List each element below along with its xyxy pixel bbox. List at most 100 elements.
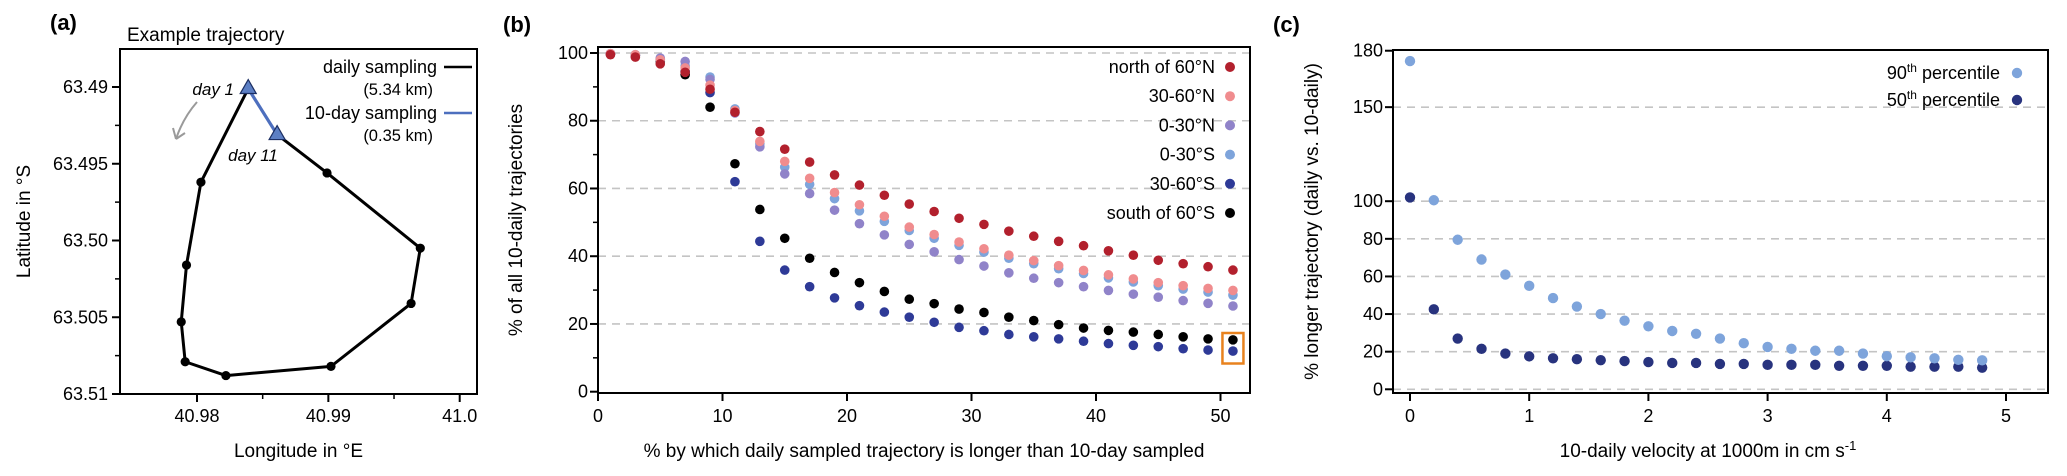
legend-label: 90th percentile: [1887, 61, 2000, 83]
panel-c-velocity-scatter-chart: 0 1 2 3 4 5 0 20 40 60 80 100 150 180 10-daily velocit…: [1302, 41, 2049, 462]
panel-c-ytick-label: 80: [1363, 229, 1383, 249]
legend-label: south of 60°S: [1107, 203, 1215, 223]
panel-b-xaxis-label: % by which daily sampled trajectory is l…: [644, 441, 1205, 462]
panel-c-xtick-label: 0: [1405, 406, 1415, 426]
panel-b-series-0-30-s: [605, 48, 1238, 300]
panel-c-plot-box: [1392, 49, 2049, 394]
panel-b-series-south-of-60-s: [605, 49, 1238, 345]
panel-a-example-trajectory-chart: Example trajectory 40.98 40.99 41.0 63.49 63.…: [14, 25, 478, 462]
legend-label: 0-30°S: [1160, 145, 1215, 165]
legend-label: daily sampling: [323, 57, 437, 77]
day11-label: day 11: [228, 146, 278, 165]
panel-b-xtick-label: 50: [1210, 406, 1230, 426]
legend-label: north of 60°N: [1109, 57, 1215, 77]
panel-c-ytick-label: 20: [1363, 342, 1383, 362]
panel-a-ytick-label: 63.49: [63, 77, 108, 97]
panel-b-series-north-of-60-n: [605, 49, 1238, 275]
panel-b-series-30-60-s: [605, 49, 1238, 356]
legend-label: 10-day sampling: [305, 103, 437, 123]
panel-c-yaxis-label: % longer trajectory (daily vs. 10-daily): [1302, 63, 1323, 380]
panel-c-xtick-label: 3: [1763, 406, 1773, 426]
panel-c-xtick-label: 2: [1643, 406, 1653, 426]
legend-dot-swatch: [1225, 62, 1235, 72]
daily-position-marker: [176, 317, 186, 327]
panel-b-plot-box: [597, 46, 1251, 394]
panel-a-ytick-label: 63.505: [53, 307, 108, 327]
panel-b-trajectory-length-scatter-chart: 0 10 20 30 40 50 0 20 40 60 80 100 % by which daily …: [506, 43, 1251, 462]
panel-b-series-30-60-n: [605, 48, 1238, 296]
legend-dot-swatch: [2011, 94, 2023, 106]
highlight-box: [1221, 331, 1245, 365]
panel-c-axes: 0 1 2 3 4 5 0 20 40 60 80 100 150 180: [1353, 41, 2011, 426]
legend-sublabel: (0.35 km): [363, 127, 433, 145]
legend-dot-swatch: [1225, 120, 1235, 131]
panel-c-series-90th-percentile: [1404, 55, 1988, 366]
panel-a-ytick-label: 63.51: [63, 384, 108, 404]
daily-position-marker: [196, 177, 206, 187]
panel-b-ytick-label: 80: [568, 111, 588, 131]
panel-b-xtick-label: 30: [961, 406, 981, 426]
panel-a-plot-box: [119, 48, 478, 395]
daily-position-marker: [181, 260, 192, 270]
panel-c-legend: 90th percentile 50th percentile: [1887, 61, 2023, 110]
panel-a-axes: 40.98 40.99 41.0 63.49 63.495 63.50 63.505 63.5…: [53, 77, 477, 426]
panel-b-letter: (b): [503, 12, 532, 37]
panel-a-ytick-label: 63.50: [63, 231, 108, 251]
panel-b-ytick-label: 100: [558, 43, 588, 63]
legend-dot-swatch: [1225, 208, 1235, 218]
daily-position-marker: [406, 298, 416, 309]
ten-day-sampling-line: [246, 87, 279, 136]
panel-c-ytick-label: 0: [1373, 379, 1383, 399]
panel-b-legend: north of 60°N 30-60°N 0-30°N 0-30°S 30-60°S s…: [1107, 57, 1235, 223]
panel-b-xtick-label: 0: [593, 406, 603, 426]
daily-position-marker: [322, 168, 332, 178]
legend-label: 0-30°N: [1159, 115, 1215, 135]
panel-c-xtick-label: 4: [1882, 406, 1892, 426]
panel-b-axes: 0 10 20 30 40 50 0 20 40 60 80 100: [558, 43, 1231, 426]
direction-arrow-icon: [172, 101, 198, 140]
daily-position-marker: [326, 361, 336, 371]
panel-c-series-50th-percentile: [1404, 192, 1988, 373]
panel-a-letter: (a): [50, 10, 77, 35]
daily-position-marker: [415, 243, 425, 253]
panel-c-ytick-label: 40: [1363, 304, 1383, 324]
panel-b-yaxis-label: % of all 10-daily trajectories: [506, 104, 527, 336]
legend-sublabel: (5.34 km): [363, 81, 433, 99]
day1-label: day 1: [192, 80, 234, 99]
panel-a-xaxis-label: Longitude in °E: [234, 441, 363, 462]
panel-b-series-0-30-n: [605, 48, 1238, 311]
panel-c-ytick-label: 100: [1353, 191, 1383, 211]
panel-c-xaxis-label: 10-daily velocity at 1000m in cm s-1: [1560, 438, 1857, 462]
panel-b-xtick-label: 10: [712, 406, 732, 426]
panel-b-xtick-label: 40: [1086, 406, 1106, 426]
legend-label: 30-60°S: [1150, 174, 1215, 194]
panel-b-xtick-label: 20: [837, 406, 857, 426]
legend-label: 50th percentile: [1887, 88, 2000, 110]
ten-day-position-triangle-marker: [268, 124, 287, 141]
panel-c-letter: (c): [1273, 12, 1300, 37]
panel-c-xtick-label: 5: [2001, 406, 2011, 426]
legend-label: 30-60°N: [1149, 86, 1215, 106]
panel-c-ytick-label: 60: [1363, 266, 1383, 286]
legend-dot-swatch: [2011, 67, 2023, 79]
panel-c-ytick-label: 150: [1353, 97, 1383, 117]
ten-day-position-triangle-marker: [239, 78, 258, 95]
panel-a-title: Example trajectory: [127, 25, 285, 46]
panel-c-ytick-label: 180: [1353, 41, 1383, 61]
panel-a-xtick-label: 41.0: [442, 406, 477, 426]
panel-b-ytick-label: 40: [568, 246, 588, 266]
legend-dot-swatch: [1225, 149, 1235, 160]
panel-a-xtick-label: 40.98: [174, 406, 219, 426]
daily-position-marker: [180, 357, 190, 367]
panel-b-ytick-label: 20: [568, 314, 588, 334]
panel-a-yaxis-label: Latitude in °S: [14, 165, 35, 278]
legend-dot-swatch: [1225, 178, 1235, 189]
panel-c-xtick-label: 1: [1524, 406, 1534, 426]
daily-position-marker: [221, 370, 231, 381]
legend-dot-swatch: [1225, 91, 1235, 102]
panel-a-xtick-label: 40.99: [306, 406, 351, 426]
panel-a-legend: daily sampling (5.34 km) 10-day sampling (0…: [305, 57, 472, 145]
panel-b-ytick-label: 60: [568, 178, 588, 198]
panel-b-ytick-label: 0: [578, 382, 588, 402]
